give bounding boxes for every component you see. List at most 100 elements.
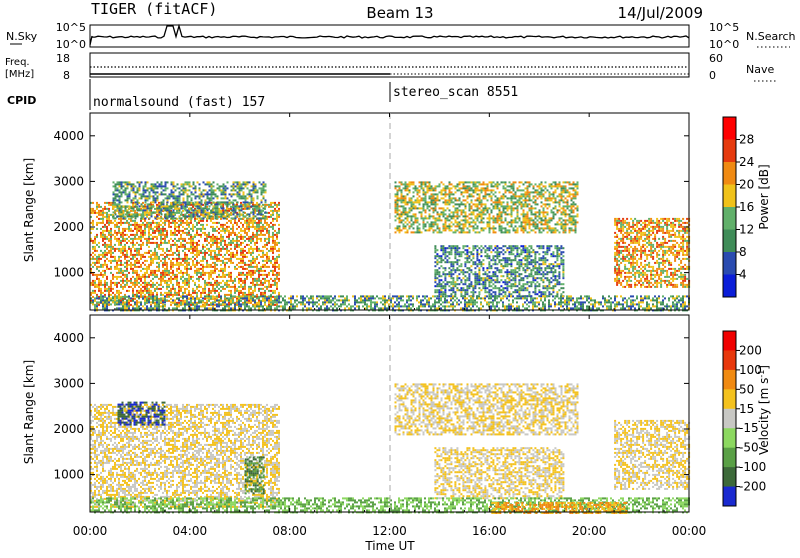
echo-cell <box>252 290 254 292</box>
echo-cell <box>149 209 151 211</box>
echo-cell <box>541 221 543 223</box>
echo-cell <box>559 185 561 187</box>
echo-cell <box>110 290 112 292</box>
echo-cell <box>445 201 447 203</box>
echo-cell <box>222 288 224 290</box>
echo-cell <box>563 213 565 215</box>
echo-cell <box>561 213 563 215</box>
echo-cell <box>461 187 463 189</box>
echo-cell <box>429 229 431 231</box>
echo-cell <box>511 225 513 227</box>
echo-cell <box>214 296 216 298</box>
echo-cell <box>443 225 445 227</box>
echo-cell <box>240 250 242 252</box>
echo-cell <box>214 264 216 266</box>
echo-cell <box>252 262 254 264</box>
echo-cell <box>142 242 144 244</box>
echo-cell <box>433 209 435 211</box>
echo-cell <box>187 189 189 191</box>
echo-cell <box>235 217 237 219</box>
echo-cell <box>166 232 168 234</box>
echo-cell <box>266 260 268 262</box>
echo-cell <box>132 270 134 272</box>
echo-cell <box>248 226 250 228</box>
echo-cell <box>133 215 135 217</box>
echo-cell <box>169 193 171 195</box>
echo-cell <box>169 213 171 215</box>
echo-cell <box>199 205 201 207</box>
echo-cell <box>188 258 190 260</box>
echo-cell <box>254 260 256 262</box>
echo-cell <box>186 278 188 280</box>
echo-cell <box>447 219 449 221</box>
echo-cell <box>245 195 247 197</box>
echo-cell <box>200 220 202 222</box>
echo-cell <box>215 195 217 197</box>
echo-cell <box>170 266 172 268</box>
echo-cell <box>236 238 238 240</box>
echo-cell <box>154 242 156 244</box>
echo-cell <box>178 254 180 256</box>
echo-cell <box>176 276 178 278</box>
echo-cell <box>229 193 231 195</box>
echo-cell <box>272 234 274 236</box>
echo-cell <box>204 238 206 240</box>
echo-cell <box>261 187 263 189</box>
echo-cell <box>145 189 147 191</box>
echo-cell <box>543 213 545 215</box>
echo-cell <box>246 268 248 270</box>
echo-cell <box>501 219 503 221</box>
echo-cell <box>221 189 223 191</box>
echo-cell <box>251 201 253 203</box>
echo-cell <box>483 217 485 219</box>
echo-cell <box>124 270 126 272</box>
echo-cell <box>242 226 244 228</box>
echo-cell <box>507 189 509 191</box>
echo-cell <box>236 264 238 266</box>
echo-cell <box>112 260 114 262</box>
echo-cell <box>517 221 519 223</box>
echo-cell <box>221 203 223 205</box>
echo-cell <box>199 187 201 189</box>
echo-cell <box>156 246 158 248</box>
echo-cell <box>561 207 563 209</box>
echo-cell <box>493 181 495 183</box>
echo-cell <box>226 230 228 232</box>
echo-cell <box>137 191 139 193</box>
echo-cell <box>253 197 255 199</box>
echo-cell <box>569 209 571 211</box>
echo-cell <box>199 201 201 203</box>
echo-cell <box>172 270 174 272</box>
echo-cell <box>156 270 158 272</box>
echo-cell <box>182 300 184 302</box>
echo-cell <box>204 288 206 290</box>
echo-cell <box>169 205 171 207</box>
echo-cell <box>529 181 531 183</box>
echo-cell <box>148 240 150 242</box>
echo-cell <box>131 201 133 203</box>
echo-cell <box>178 212 180 214</box>
echo-cell <box>525 203 527 205</box>
echo-cell <box>221 207 223 209</box>
echo-cell <box>130 282 132 284</box>
echo-cell <box>194 272 196 274</box>
echo-cell <box>232 252 234 254</box>
echo-cell <box>228 294 230 296</box>
echo-cell <box>451 221 453 223</box>
echo-cell <box>513 227 515 229</box>
echo-cell <box>551 185 553 187</box>
echo-cell <box>223 213 225 215</box>
echo-cell <box>151 207 153 209</box>
echo-cell <box>553 185 555 187</box>
echo-cell <box>156 292 158 294</box>
echo-cell <box>443 187 445 189</box>
echo-cell <box>188 268 190 270</box>
echo-cell <box>246 220 248 222</box>
echo-cell <box>118 244 120 246</box>
echo-cell <box>157 181 159 183</box>
echo-cell <box>242 254 244 256</box>
echo-cell <box>517 205 519 207</box>
echo-cell <box>184 280 186 282</box>
echo-cell <box>559 217 561 219</box>
echo-cell <box>489 181 491 183</box>
